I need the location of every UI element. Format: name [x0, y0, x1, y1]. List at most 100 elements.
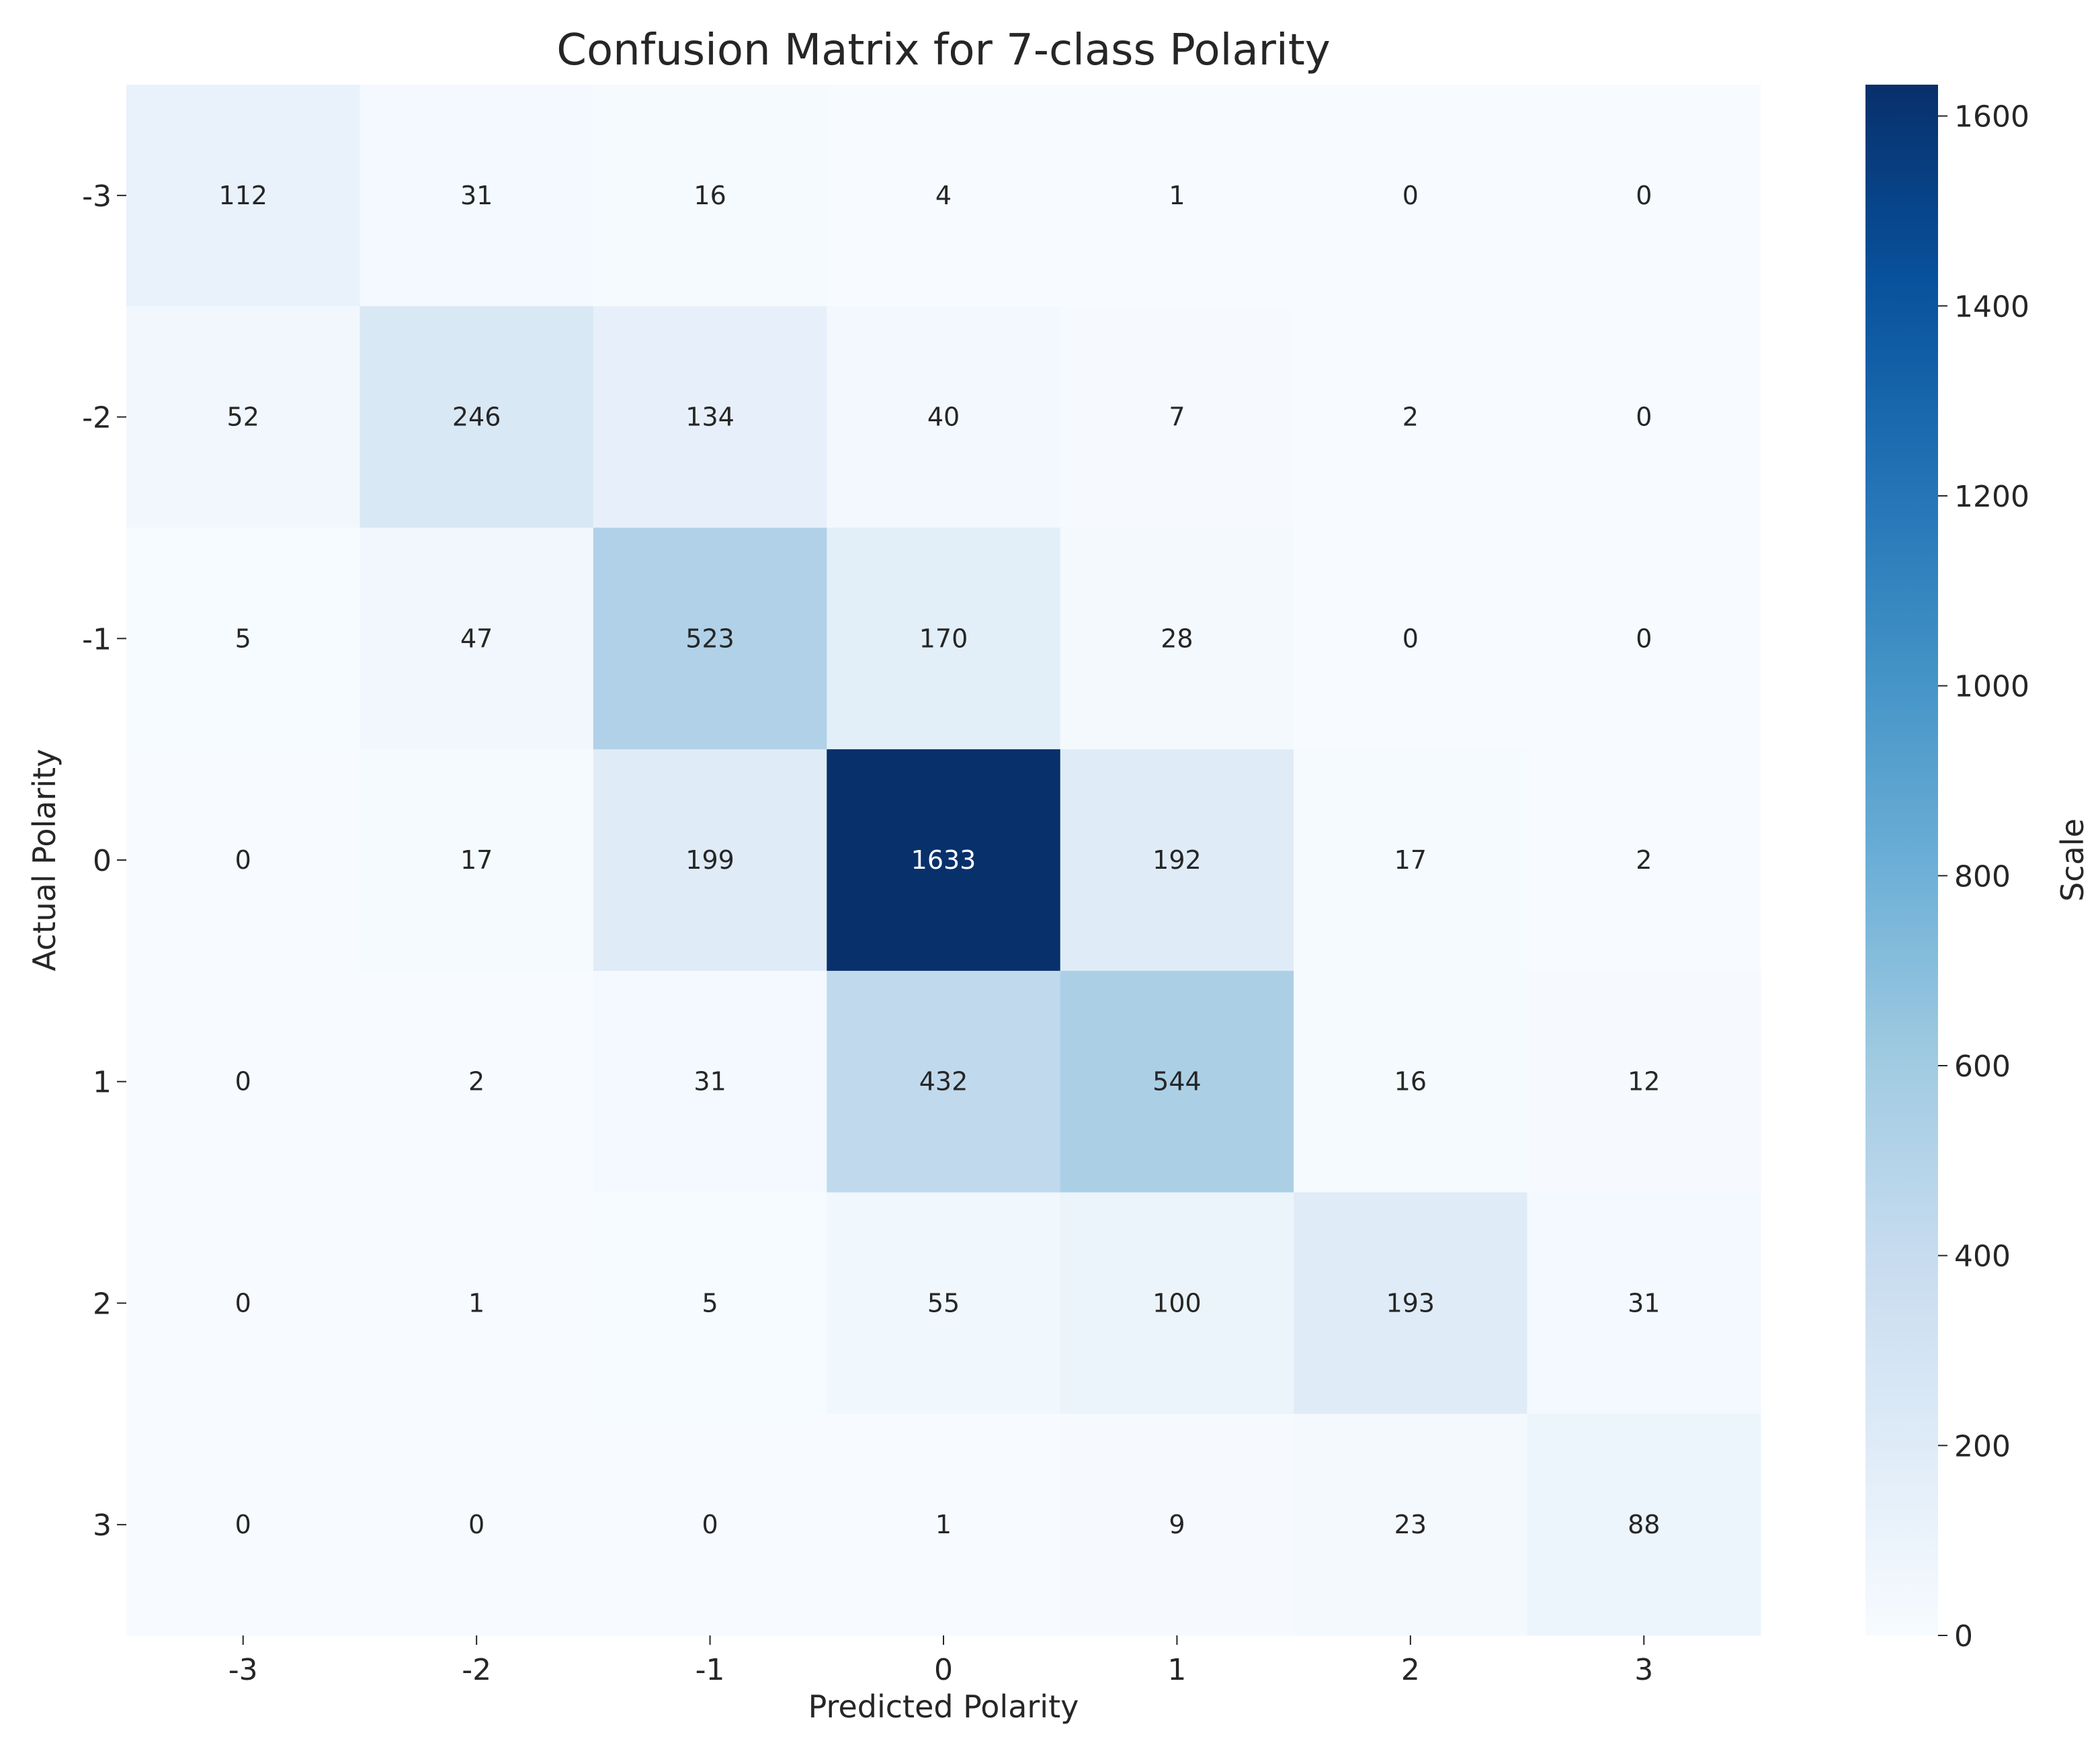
- y-tick-label: 1: [93, 1066, 112, 1100]
- cell-value-label: 0: [702, 1510, 718, 1539]
- cell-value-label: 28: [1161, 624, 1193, 653]
- heatmap-cell: [1294, 527, 1528, 750]
- heatmap-cell: [1527, 527, 1761, 750]
- cell-value-label: 31: [460, 181, 493, 210]
- chart-title: Confusion Matrix for 7-class Polarity: [556, 26, 1330, 75]
- heatmap-cell: [1060, 749, 1294, 972]
- x-tick-label: -2: [462, 1653, 491, 1687]
- x-tick-label: 2: [1401, 1653, 1420, 1687]
- heatmap-cell: [827, 306, 1061, 528]
- cell-value-label: 100: [1152, 1288, 1202, 1318]
- heatmap-cell: [126, 527, 360, 750]
- cell-value-label: 88: [1628, 1510, 1660, 1539]
- cell-value-label: 432: [919, 1067, 968, 1097]
- colorbar-tick-label: 1400: [1954, 290, 2029, 324]
- y-tick-label: -2: [82, 401, 112, 435]
- x-axis-label: Predicted Polarity: [808, 1689, 1079, 1725]
- colorbar-tick-label: 1000: [1954, 670, 2029, 704]
- heatmap-cell: [126, 85, 360, 307]
- cell-value-label: 0: [235, 1067, 251, 1097]
- heatmap-cell: [360, 1192, 594, 1414]
- cell-value-label: 523: [685, 624, 734, 653]
- heatmap-cell: [1060, 970, 1294, 1193]
- heatmap-cell: [827, 1192, 1061, 1414]
- cell-value-label: 31: [1628, 1288, 1660, 1318]
- heatmap-cell: [1527, 1414, 1761, 1636]
- cell-value-label: 9: [1169, 1510, 1185, 1539]
- cell-value-label: 192: [1152, 845, 1202, 875]
- heatmap-cell: [126, 749, 360, 972]
- cell-value-label: 199: [685, 845, 734, 875]
- cell-value-label: 2: [468, 1067, 485, 1097]
- y-tick-label: -1: [82, 622, 112, 656]
- heatmap-cell: [1294, 970, 1528, 1193]
- cell-value-label: 16: [694, 181, 726, 210]
- heatmap-cell: [360, 306, 594, 528]
- colorbar-label: Scale: [2054, 818, 2091, 902]
- cell-value-label: 23: [1394, 1510, 1427, 1539]
- colorbar-tick-label: 1200: [1954, 480, 2029, 514]
- heatmap-cell: [827, 527, 1061, 750]
- heatmap-cell: [126, 306, 360, 528]
- x-tick-label: 3: [1634, 1653, 1653, 1687]
- cell-value-label: 12: [1628, 1067, 1660, 1097]
- cell-value-label: 4: [935, 181, 952, 210]
- heatmap-cell: [1060, 527, 1294, 750]
- x-tick-label: 1: [1167, 1653, 1186, 1687]
- x-tick-label: 0: [934, 1653, 953, 1687]
- x-tick-label: -1: [696, 1653, 725, 1687]
- colorbar: [1865, 85, 1938, 1635]
- colorbar-tick-label: 1600: [1954, 100, 2029, 134]
- heatmap-cell: [827, 970, 1061, 1193]
- cell-value-label: 0: [1636, 624, 1652, 653]
- cell-value-label: 0: [235, 1510, 251, 1539]
- cell-value-label: 0: [235, 1288, 251, 1318]
- y-tick-label: 3: [93, 1508, 112, 1543]
- heatmap-cell: [1294, 1414, 1528, 1636]
- colorbar-tick-label: 200: [1954, 1429, 2011, 1463]
- heatmap-cell: [360, 527, 594, 750]
- heatmap-cell: [1527, 306, 1761, 528]
- cell-value-label: 52: [227, 402, 259, 432]
- heatmap-cell: [1527, 749, 1761, 972]
- heatmap-cell: [1060, 85, 1294, 307]
- cell-value-label: 134: [685, 402, 734, 432]
- cell-value-label: 544: [1152, 1067, 1202, 1097]
- heatmap-cells: 112 31 16 4 1 0 052 246 134 40 7 2 05 47 523 170 28 0 00 17…: [126, 85, 1761, 1636]
- x-axis-ticks: -3 -2 -1 0 1 2 3: [228, 1635, 1653, 1687]
- heatmap-cell: [1527, 1192, 1761, 1414]
- cell-value-label: 5: [702, 1288, 718, 1318]
- cell-value-label: 1633: [911, 845, 976, 875]
- heatmap-cell: [126, 1192, 360, 1414]
- heatmap-cell: [827, 1414, 1061, 1636]
- colorbar-tick-label: 600: [1954, 1050, 2011, 1084]
- cell-value-label: 1: [935, 1510, 952, 1539]
- cell-value-label: 17: [460, 845, 493, 875]
- heatmap-cell: [360, 1414, 594, 1636]
- cell-value-label: 193: [1386, 1288, 1435, 1318]
- y-axis-label: Actual Polarity: [26, 749, 62, 972]
- heatmap-cell: [126, 1414, 360, 1636]
- cell-value-label: 31: [694, 1067, 726, 1097]
- heatmap-cell: [1060, 306, 1294, 528]
- cell-value-label: 170: [919, 624, 968, 653]
- heatmap-cell: [827, 749, 1061, 972]
- heatmap-cell: [593, 1192, 827, 1414]
- heatmap-cell: [593, 749, 827, 972]
- y-tick-label: 0: [93, 844, 112, 878]
- heatmap-cell: [1294, 1192, 1528, 1414]
- heatmap-cell: [360, 85, 594, 307]
- cell-value-label: 246: [452, 402, 501, 432]
- cell-value-label: 47: [460, 624, 493, 653]
- heatmap-cell: [593, 1414, 827, 1636]
- cell-value-label: 0: [1402, 181, 1419, 210]
- cell-value-label: 1: [468, 1288, 485, 1318]
- heatmap-cell: [126, 970, 360, 1193]
- cell-value-label: 40: [927, 402, 960, 432]
- heatmap-cell: [1527, 970, 1761, 1193]
- cell-value-label: 0: [1636, 402, 1652, 432]
- heatmap-cell: [1527, 85, 1761, 307]
- cell-value-label: 0: [235, 845, 251, 875]
- y-tick-label: 2: [93, 1287, 112, 1321]
